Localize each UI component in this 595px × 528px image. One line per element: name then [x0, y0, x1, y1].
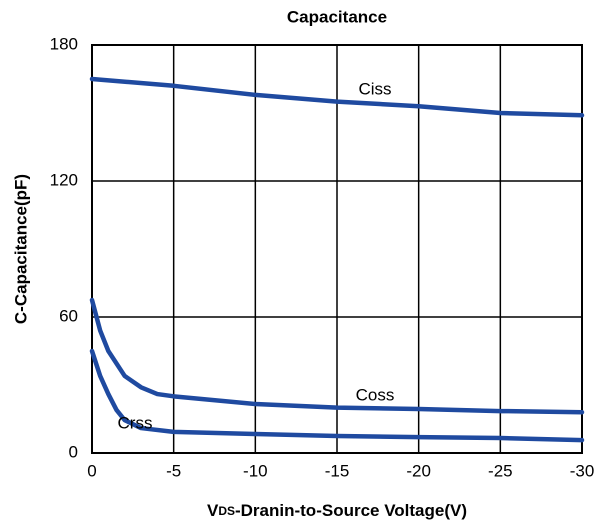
- x-tick-label: -20: [406, 461, 431, 480]
- x-tick-label: -5: [166, 461, 181, 480]
- x-tick-label: 0: [87, 461, 96, 480]
- x-label-sub: DS: [218, 504, 235, 518]
- plot-frame: [91, 44, 583, 454]
- x-label-main: V: [207, 501, 219, 520]
- chart-title: Capacitance: [287, 7, 387, 26]
- y-tick-label: 180: [50, 34, 78, 53]
- series-label: Ciss: [358, 79, 391, 98]
- series-line: [89, 297, 585, 415]
- x-tick-label: -30: [570, 461, 595, 480]
- series-label: Coss: [356, 385, 395, 404]
- y-tick-label: 120: [50, 170, 78, 189]
- x-tick-label: -25: [488, 461, 513, 480]
- y-tick-label: 60: [59, 306, 78, 325]
- y-axis-label: C-Capacitance(pF): [11, 174, 30, 324]
- series-label: Crss: [118, 413, 153, 432]
- y-tick-label: 0: [69, 442, 78, 461]
- x-label-rest: -Dranin-to-Source Voltage(V): [235, 501, 467, 520]
- x-axis-label: VDS-Dranin-to-Source Voltage(V): [207, 501, 467, 520]
- x-tick-label: -15: [325, 461, 350, 480]
- x-tick-label: -10: [243, 461, 268, 480]
- series-line: [89, 76, 585, 118]
- series-line: [89, 348, 585, 443]
